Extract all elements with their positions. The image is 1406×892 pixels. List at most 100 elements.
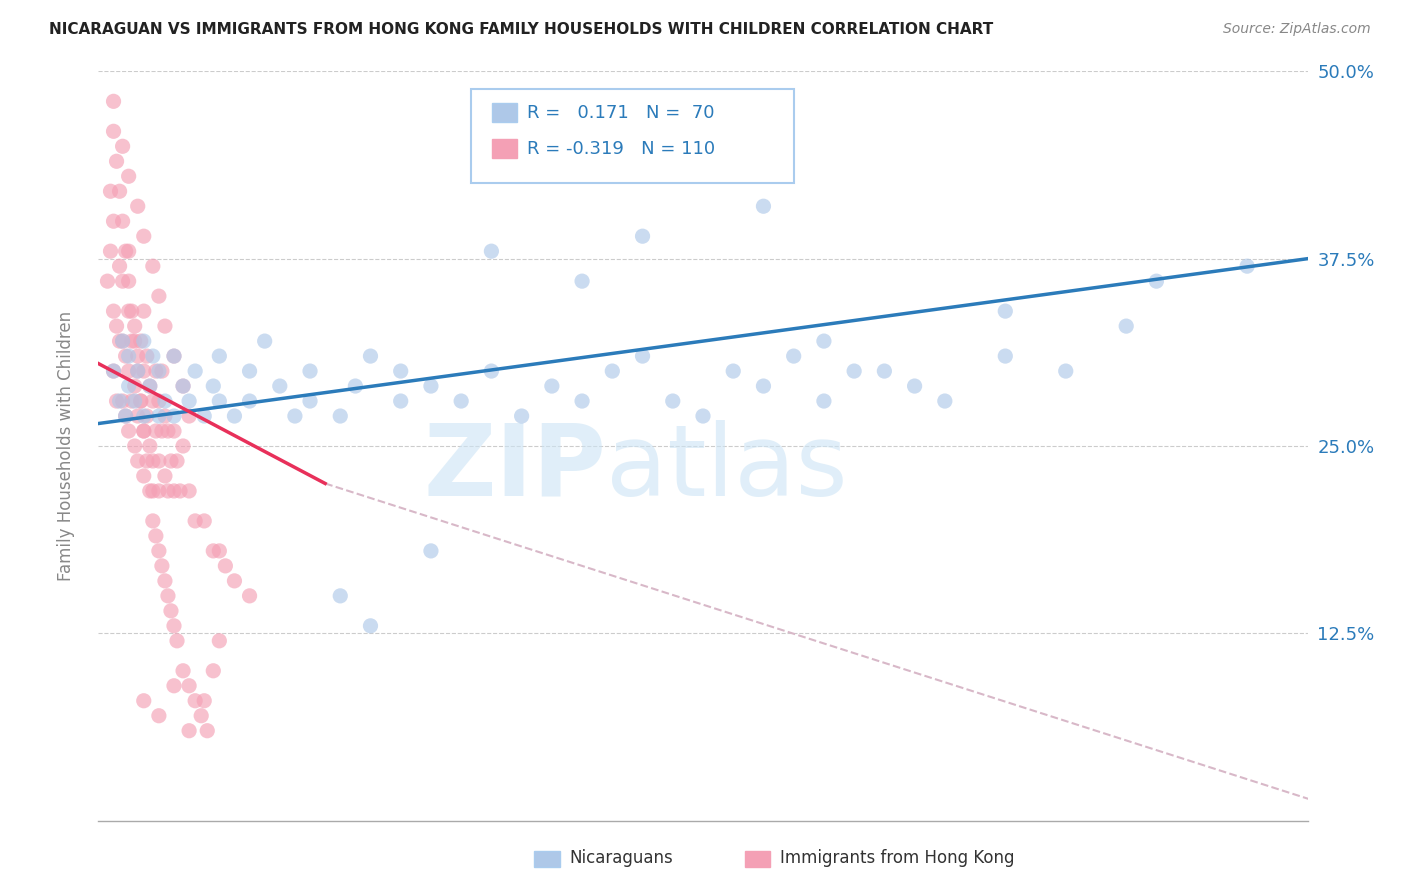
Point	[114, 244, 136, 259]
Point	[127, 364, 149, 378]
Point	[145, 529, 167, 543]
Point	[208, 544, 231, 558]
Point	[148, 394, 170, 409]
Point	[132, 424, 155, 438]
Point	[132, 364, 155, 378]
Point	[153, 469, 176, 483]
Point	[127, 409, 149, 423]
Text: Source: ZipAtlas.com: Source: ZipAtlas.com	[1223, 22, 1371, 37]
Point	[160, 454, 183, 468]
Point	[142, 454, 165, 468]
Point	[540, 379, 562, 393]
Point	[202, 544, 225, 558]
Point	[239, 589, 262, 603]
Point	[1115, 319, 1137, 334]
Point	[239, 364, 262, 378]
Point	[139, 483, 162, 498]
Point	[172, 439, 194, 453]
Point	[202, 379, 225, 393]
Point	[844, 364, 866, 378]
Point	[156, 483, 179, 498]
Point	[179, 394, 201, 409]
Point	[571, 274, 593, 288]
Point	[111, 394, 134, 409]
Point	[108, 259, 131, 273]
Point	[124, 334, 146, 348]
Point	[224, 574, 246, 588]
Point	[360, 349, 382, 363]
Point	[132, 409, 155, 423]
Point	[163, 349, 186, 363]
Point	[118, 244, 141, 259]
Text: atlas: atlas	[606, 420, 848, 517]
Point	[145, 364, 167, 378]
Point	[153, 409, 176, 423]
Point	[124, 394, 146, 409]
Point	[934, 394, 956, 409]
Point	[148, 544, 170, 558]
Point	[193, 514, 215, 528]
Point	[450, 394, 472, 409]
Point	[114, 349, 136, 363]
Point	[124, 319, 146, 334]
Point	[166, 633, 188, 648]
Point	[139, 379, 162, 393]
Point	[184, 364, 207, 378]
Point	[163, 349, 186, 363]
Point	[208, 394, 231, 409]
Point	[163, 409, 186, 423]
Point	[139, 439, 162, 453]
Point	[752, 379, 775, 393]
Point	[132, 229, 155, 244]
Text: R =   0.171   N =  70: R = 0.171 N = 70	[527, 104, 714, 122]
Point	[813, 394, 835, 409]
Point	[389, 394, 412, 409]
Point	[129, 334, 152, 348]
Point	[118, 379, 141, 393]
Point	[111, 334, 134, 348]
Point	[344, 379, 367, 393]
Point	[481, 364, 503, 378]
Point	[269, 379, 291, 393]
Point	[1236, 259, 1258, 273]
Point	[142, 514, 165, 528]
Text: ZIP: ZIP	[423, 420, 606, 517]
Point	[145, 424, 167, 438]
Point	[510, 409, 533, 423]
Point	[208, 633, 231, 648]
Point	[124, 439, 146, 453]
Point	[118, 274, 141, 288]
Point	[631, 349, 654, 363]
Point	[163, 483, 186, 498]
Point	[132, 469, 155, 483]
Point	[160, 604, 183, 618]
Point	[139, 379, 162, 393]
Point	[179, 723, 201, 738]
Point	[299, 364, 322, 378]
Point	[904, 379, 927, 393]
Point	[1144, 274, 1167, 288]
Point	[103, 124, 125, 138]
Point	[148, 289, 170, 303]
Point	[150, 424, 173, 438]
Point	[329, 589, 352, 603]
Point	[150, 364, 173, 378]
Point	[132, 304, 155, 318]
Point	[121, 334, 143, 348]
Point	[103, 214, 125, 228]
Point	[172, 379, 194, 393]
Point	[166, 454, 188, 468]
Point	[661, 394, 683, 409]
Point	[121, 304, 143, 318]
Point	[195, 723, 218, 738]
Point	[114, 409, 136, 423]
Point	[135, 409, 157, 423]
Point	[148, 708, 170, 723]
Text: Immigrants from Hong Kong: Immigrants from Hong Kong	[780, 849, 1015, 867]
Point	[184, 514, 207, 528]
Point	[179, 679, 201, 693]
Text: Nicaraguans: Nicaraguans	[569, 849, 673, 867]
Point	[105, 154, 128, 169]
Point	[190, 708, 212, 723]
Point	[631, 229, 654, 244]
